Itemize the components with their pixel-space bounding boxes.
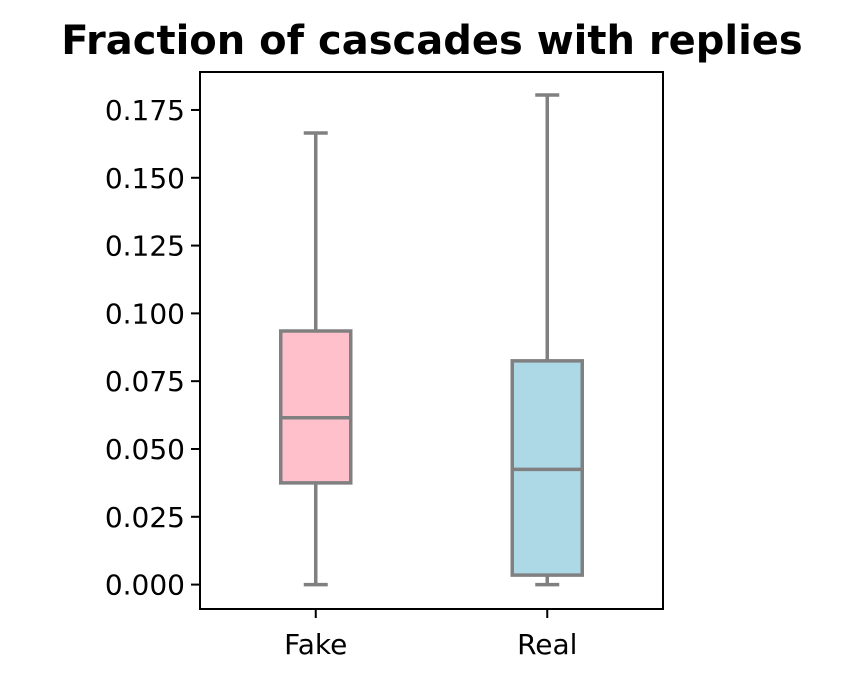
plot-frame <box>199 71 664 610</box>
x-tick-label-real: Real <box>517 628 577 661</box>
y-tick-label: 0.125 <box>105 230 185 263</box>
chart-title: Fraction of cascades with replies <box>61 18 802 64</box>
plot-area: 0.000 0.025 0.050 0.075 0.100 0.125 0.150 0.175… <box>105 71 664 661</box>
y-tick-label: 0.025 <box>105 501 185 534</box>
y-tick-label: 0.075 <box>105 365 185 398</box>
y-tick-label: 0.050 <box>105 433 185 466</box>
y-tick-label: 0.150 <box>105 162 185 195</box>
y-tick-label: 0.000 <box>105 569 185 602</box>
y-tick-label: 0.100 <box>105 297 185 330</box>
x-tick-label-fake: Fake <box>284 628 347 661</box>
y-tick-label: 0.175 <box>105 94 185 127</box>
box-fake <box>279 329 353 485</box>
